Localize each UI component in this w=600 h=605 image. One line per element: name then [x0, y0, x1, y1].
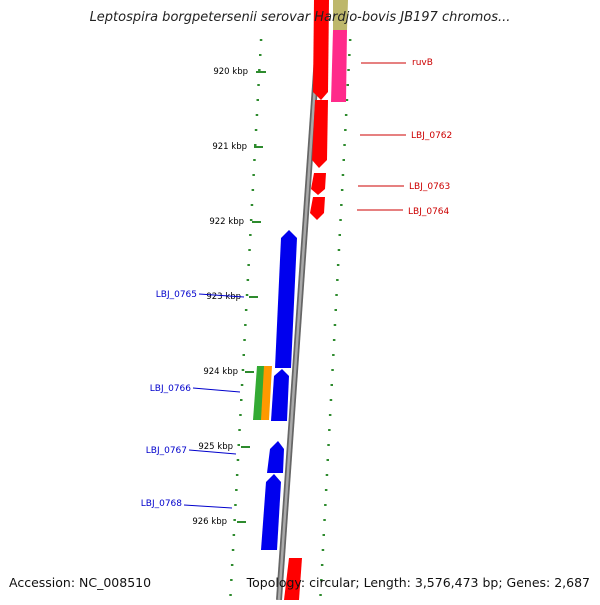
svg-text:923 kbp: 923 kbp [206, 292, 241, 302]
gene-lbj-0763-shape[interactable] [311, 173, 326, 195]
accession-text: Accession: NC_008510 [9, 575, 152, 590]
svg-text:926 kbp: 926 kbp [192, 517, 227, 527]
gene-lbj-0766-shape[interactable] [271, 369, 289, 421]
svg-text:922 kbp: 922 kbp [209, 217, 244, 227]
right-tick-track [319, 39, 352, 596]
gene-label-lbj-0766[interactable]: LBJ_0766 [150, 384, 241, 394]
gene-label-lbj-0763[interactable]: LBJ_0763 [358, 182, 450, 192]
gene-lbj-0764-shape[interactable] [310, 197, 325, 220]
gene-label-lbj-0762[interactable]: LBJ_0762 [360, 131, 452, 141]
gene-orange-shape[interactable] [261, 366, 272, 420]
gene-lbj-0765-shape[interactable] [275, 230, 297, 368]
svg-text:LBJ_0764: LBJ_0764 [408, 207, 450, 217]
gene-label-lbj-0764[interactable]: LBJ_0764 [357, 207, 450, 217]
kbp-scale: 920 kbp 921 kbp 922 kbp 923 kbp 924 kbp … [192, 67, 266, 527]
svg-text:925 kbp: 925 kbp [198, 442, 233, 452]
gene-bottom-shape[interactable] [284, 558, 302, 600]
scale-tick-923: 923 kbp [206, 292, 258, 302]
gene-label-lbj-0768[interactable]: LBJ_0768 [141, 499, 233, 509]
gene-olive-shape[interactable] [333, 0, 348, 30]
scale-tick-922: 922 kbp [209, 217, 261, 227]
gene-lbj-0768-shape[interactable] [261, 474, 281, 550]
gene-lbj-0767-shape[interactable] [267, 441, 284, 473]
svg-text:LBJ_0765: LBJ_0765 [156, 290, 197, 300]
chromosome-title: Leptospira borgpetersenii serovar Hardjo… [89, 10, 511, 25]
backbone [276, 0, 324, 601]
svg-text:920 kbp: 920 kbp [213, 67, 248, 77]
scale-tick-920: 920 kbp [213, 67, 266, 77]
gene-label-ruvb[interactable]: ruvB [361, 58, 433, 68]
gene-labels: ruvB LBJ_0762 LBJ_0763 LBJ_0764 LBJ_0765… [141, 58, 453, 509]
gene-label-lbj-0767[interactable]: LBJ_0767 [146, 446, 237, 456]
gene-ruvb-shape[interactable] [313, 0, 329, 100]
scale-tick-924: 924 kbp [203, 367, 254, 377]
svg-text:ruvB: ruvB [412, 58, 433, 68]
svg-text:LBJ_0762: LBJ_0762 [411, 131, 452, 141]
scale-tick-926: 926 kbp [192, 517, 246, 527]
left-tick-track [229, 39, 263, 596]
gene-features [253, 0, 348, 600]
svg-text:LBJ_0768: LBJ_0768 [141, 499, 183, 509]
scale-tick-925: 925 kbp [198, 442, 250, 452]
svg-text:LBJ_0766: LBJ_0766 [150, 384, 192, 394]
gene-label-lbj-0765[interactable]: LBJ_0765 [156, 290, 245, 300]
svg-text:LBJ_0767: LBJ_0767 [146, 446, 187, 456]
scale-tick-921: 921 kbp [212, 142, 263, 152]
svg-text:924 kbp: 924 kbp [203, 367, 238, 377]
topology-summary: Topology: circular; Length: 3,576,473 bp… [246, 575, 590, 590]
gene-pink-shape[interactable] [331, 30, 347, 102]
tick-dot-tracks [229, 39, 352, 596]
svg-text:921 kbp: 921 kbp [212, 142, 247, 152]
svg-text:LBJ_0763: LBJ_0763 [409, 182, 450, 192]
gene-lbj-0762-shape[interactable] [312, 100, 328, 168]
